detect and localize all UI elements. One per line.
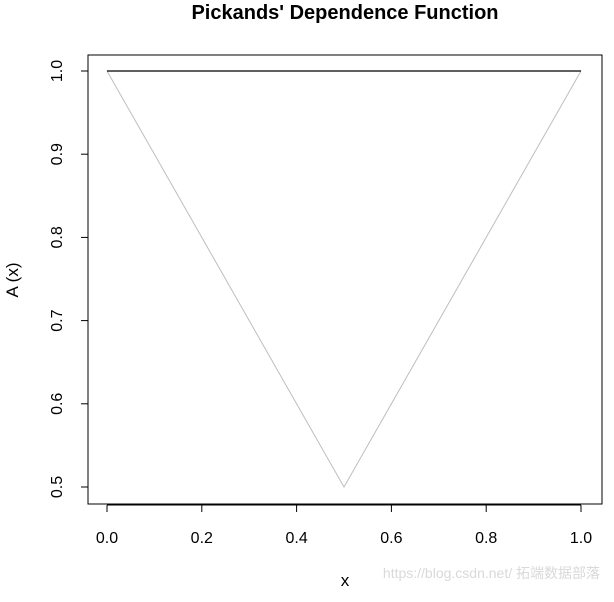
series-line-1 [106,70,582,489]
x-tick-label: 1.0 [570,530,592,547]
y-tick-label: 0.9 [49,143,66,165]
y-tick-label: 1.0 [49,60,66,82]
y-tick-label: 0.8 [49,226,66,248]
x-axis: 0.0 0.2 0.4 0.6 0.8 1.0 [96,504,592,547]
watermark: https://blog.csdn.net/ 拓端数据部落 [383,565,600,581]
y-tick-label: 0.7 [49,309,66,331]
y-axis: 0.5 0.6 0.7 0.8 0.9 1.0 [49,60,89,498]
y-tick-label: 0.5 [49,476,66,498]
plot-frame [87,54,603,505]
x-axis-label: x [341,571,350,590]
x-tick-label: 0.6 [380,530,402,547]
series-layer [106,70,582,489]
y-axis-label: A (x) [3,263,22,298]
x-tick-label: 0.4 [285,530,307,547]
chart-title: Pickands' Dependence Function [191,2,498,24]
x-tick-label: 0.2 [191,530,213,547]
y-tick-label: 0.6 [49,393,66,415]
x-tick-label: 0.0 [96,530,118,547]
x-tick-label: 0.8 [475,530,497,547]
